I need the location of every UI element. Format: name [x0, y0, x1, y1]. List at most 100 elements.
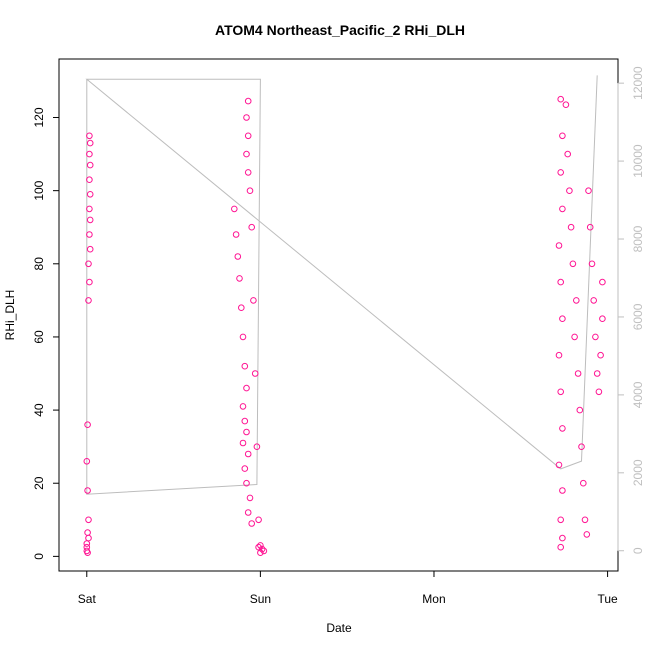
- data-point: [257, 542, 264, 549]
- y2-tick-label: 12000: [631, 66, 645, 100]
- data-point: [246, 187, 254, 194]
- data-point: [566, 187, 573, 194]
- data-point: [557, 388, 565, 396]
- data-point: [244, 169, 252, 176]
- data-point: [86, 139, 94, 147]
- data-point: [86, 278, 93, 286]
- data-point: [253, 443, 261, 451]
- data-point: [232, 231, 240, 238]
- data-point: [557, 516, 565, 524]
- x-axis-label: Date: [326, 621, 352, 635]
- data-point: [239, 439, 247, 447]
- data-point: [86, 231, 93, 238]
- data-point: [85, 534, 92, 542]
- data-point: [244, 450, 252, 458]
- data-point: [569, 260, 577, 268]
- x-tick-label: Mon: [422, 592, 445, 606]
- data-point: [559, 132, 566, 140]
- data-point: [590, 297, 598, 304]
- data-point: [599, 278, 606, 286]
- data-point: [238, 304, 245, 312]
- data-point: [578, 443, 585, 451]
- data-point: [248, 223, 255, 231]
- y2-tick-label: 0: [631, 547, 645, 554]
- data-point: [595, 388, 603, 396]
- data-point: [564, 150, 572, 158]
- y-tick-label: 40: [32, 403, 46, 417]
- data-point: [586, 223, 594, 231]
- data-point: [86, 161, 94, 169]
- altitude-trace-line: [85, 75, 598, 495]
- data-point: [557, 169, 565, 176]
- data-point: [85, 260, 92, 268]
- data-point: [574, 370, 582, 377]
- x-tick-label: Sat: [78, 592, 97, 606]
- data-point: [83, 540, 91, 547]
- data-point: [576, 406, 584, 414]
- y2-tick-label: 2000: [631, 459, 645, 486]
- y-tick-label: 20: [32, 476, 46, 490]
- data-point: [255, 516, 262, 524]
- data-point: [562, 101, 570, 108]
- data-point: [231, 205, 238, 213]
- data-point: [583, 531, 591, 538]
- data-point: [85, 297, 92, 304]
- data-point: [557, 278, 565, 286]
- y2-tick-label: 10000: [631, 144, 645, 178]
- data-point: [86, 191, 94, 198]
- data-point: [86, 245, 94, 253]
- data-point: [236, 275, 243, 282]
- data-point: [243, 384, 250, 392]
- x-tick-label: Tue: [597, 592, 618, 606]
- data-point: [86, 205, 93, 213]
- data-point: [581, 516, 589, 524]
- data-point: [239, 333, 247, 341]
- plot-series: [83, 75, 606, 557]
- data-point: [239, 403, 247, 410]
- data-point: [260, 547, 268, 555]
- x-axis: Sat Sun Mon Tue: [78, 570, 618, 606]
- y-tick-label: 100: [32, 180, 46, 200]
- data-point: [555, 351, 563, 359]
- data-point: [557, 95, 565, 103]
- y2-axis: 0 2000 4000 6000 8000 10000 12000: [617, 66, 645, 554]
- data-point: [559, 487, 566, 494]
- data-point: [241, 465, 249, 472]
- data-point: [588, 260, 596, 268]
- data-point: [559, 205, 566, 213]
- y-tick-label: 120: [32, 107, 46, 127]
- chart-title: ATOM4 Northeast_Pacific_2 RHi_DLH: [215, 22, 465, 38]
- data-point: [84, 487, 91, 494]
- data-point: [567, 223, 575, 231]
- y-axis-label: RHi_DLH: [3, 290, 17, 341]
- data-point: [84, 549, 91, 557]
- data-point: [86, 132, 93, 140]
- y-tick-label: 0: [32, 553, 46, 560]
- y2-tick-label: 8000: [631, 225, 645, 252]
- data-point: [257, 549, 264, 557]
- data-point: [241, 362, 249, 370]
- y-axis: 0 20 40 60 80 100 120: [32, 107, 60, 560]
- data-point: [244, 509, 252, 516]
- data-point: [573, 297, 580, 304]
- data-point: [84, 529, 91, 536]
- data-point: [599, 315, 606, 323]
- data-point: [559, 534, 566, 542]
- data-point: [555, 461, 563, 469]
- data-point: [85, 516, 92, 524]
- data-point: [244, 132, 252, 140]
- data-point: [559, 425, 566, 432]
- data-point: [250, 297, 257, 304]
- data-point: [585, 187, 592, 194]
- data-point: [597, 351, 604, 359]
- data-point: [580, 479, 587, 487]
- data-point: [243, 428, 250, 436]
- data-point: [571, 333, 578, 341]
- data-point: [557, 543, 565, 551]
- data-point: [251, 370, 259, 377]
- data-point: [83, 458, 91, 465]
- data-point: [243, 114, 250, 121]
- data-point: [86, 176, 93, 183]
- data-point: [234, 253, 242, 260]
- y2-tick-label: 6000: [631, 303, 645, 330]
